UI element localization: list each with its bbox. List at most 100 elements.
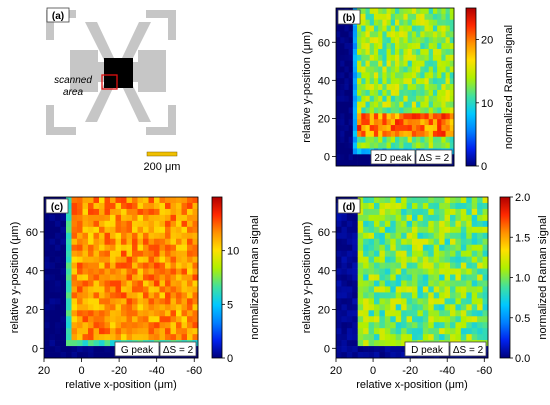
colorbar-tick-label: 0 — [481, 161, 487, 173]
heatmap-cell — [439, 232, 445, 240]
heatmap-cell — [88, 340, 94, 347]
heatmap-cell — [471, 256, 478, 263]
heatmap-cell — [477, 316, 483, 323]
heatmap-cell — [390, 37, 396, 44]
heatmap-cell — [148, 202, 155, 210]
heatmap-cell — [379, 268, 386, 275]
heatmap-cell — [437, 72, 442, 79]
heatmap-cell — [159, 197, 166, 204]
heatmap-cell — [55, 334, 61, 341]
heatmap-cell — [373, 66, 379, 73]
heatmap-cell — [471, 316, 478, 323]
heatmap-cell — [82, 197, 89, 204]
heatmap-cell — [55, 346, 61, 353]
heatmap-cell — [126, 322, 133, 329]
heatmap-cell — [399, 8, 404, 15]
heatmap-cell — [104, 256, 111, 263]
heatmap-cell — [66, 328, 72, 335]
heatmap-cell — [482, 238, 489, 246]
heatmap-cell — [340, 84, 345, 91]
heatmap-cell — [176, 202, 182, 210]
heatmap-cell — [403, 37, 408, 44]
heatmap-cell — [55, 322, 61, 329]
heatmap-cell — [416, 13, 421, 21]
heatmap-cell — [390, 95, 396, 102]
heatmap-cell — [82, 334, 89, 341]
heatmap-cell — [395, 197, 402, 204]
heatmap-cell — [466, 214, 473, 222]
heatmap-cell — [154, 226, 160, 234]
heatmap-cell — [422, 322, 429, 329]
heatmap-cell — [71, 340, 78, 347]
heatmap-cell — [449, 54, 455, 62]
heatmap-cell — [148, 226, 155, 234]
heatmap-cell — [187, 268, 193, 275]
heatmap-cell — [445, 8, 451, 15]
heatmap-cell — [115, 214, 122, 222]
heatmap-cell — [384, 328, 391, 335]
heatmap-cell — [344, 101, 349, 108]
heatmap-cell — [417, 238, 424, 246]
heatmap-cell — [374, 250, 380, 257]
heatmap-cell — [348, 78, 354, 85]
plot-frame — [335, 196, 489, 359]
heatmap-cell — [399, 37, 404, 44]
heatmap-cell — [378, 37, 383, 44]
heatmap-cell — [401, 202, 407, 210]
heatmap-cell — [445, 43, 451, 50]
heatmap-cell — [399, 13, 404, 21]
heatmap-cell — [361, 125, 366, 132]
heatmap-cell — [403, 136, 408, 143]
heatmap-cell — [336, 60, 341, 67]
heatmap-cell — [471, 232, 478, 240]
heatmap-cell — [137, 280, 144, 287]
heatmap-cell — [390, 43, 396, 50]
heatmap-cell — [341, 292, 348, 299]
heatmap-cell — [165, 292, 171, 299]
heatmap-cell — [411, 37, 417, 44]
heatmap-cell — [148, 262, 155, 269]
heatmap-cell — [55, 250, 61, 257]
heatmap-cell — [422, 310, 429, 317]
heatmap-cell — [460, 214, 467, 222]
heatmap-cell — [361, 66, 366, 73]
heatmap-cell — [165, 268, 171, 275]
heatmap-cell — [336, 262, 342, 269]
heatmap-cell — [449, 60, 455, 67]
heatmap-cell — [439, 197, 445, 204]
heatmap-cell — [340, 95, 345, 102]
heatmap-cell — [455, 232, 462, 240]
heatmap-cell — [395, 66, 400, 73]
heatmap-cell — [165, 280, 171, 287]
heatmap-cell — [386, 89, 392, 97]
heatmap-cell — [406, 250, 413, 257]
heatmap-cell — [390, 125, 396, 132]
heatmap-cell — [60, 274, 67, 281]
heatmap-cell — [340, 43, 345, 50]
heatmap-cell — [361, 95, 366, 102]
heatmap-cell — [99, 280, 105, 287]
heatmap-cell — [401, 340, 407, 347]
heatmap-cell — [432, 119, 438, 126]
y-tick-label: 0 — [324, 151, 330, 163]
heatmap-cell — [378, 113, 383, 120]
heatmap-cell — [352, 66, 358, 73]
heatmap-cell — [373, 107, 379, 114]
heatmap-cell — [412, 238, 418, 246]
heatmap-cell — [44, 286, 50, 293]
heatmap-cell — [348, 125, 354, 132]
heatmap-cell — [471, 238, 478, 246]
heatmap-cell — [60, 346, 67, 353]
heatmap-cell — [369, 119, 375, 126]
heatmap-cell — [104, 340, 111, 347]
heatmap-cell — [406, 280, 413, 287]
heatmap-cell — [348, 160, 354, 167]
heatmap-cell — [445, 54, 451, 62]
heatmap-cell — [373, 19, 379, 26]
heatmap-cell — [449, 107, 455, 114]
heatmap-cell — [412, 310, 418, 317]
heatmap-cell — [412, 322, 418, 329]
heatmap-cell — [82, 280, 89, 287]
heatmap-cell — [403, 142, 408, 149]
heatmap-cell — [444, 256, 451, 263]
